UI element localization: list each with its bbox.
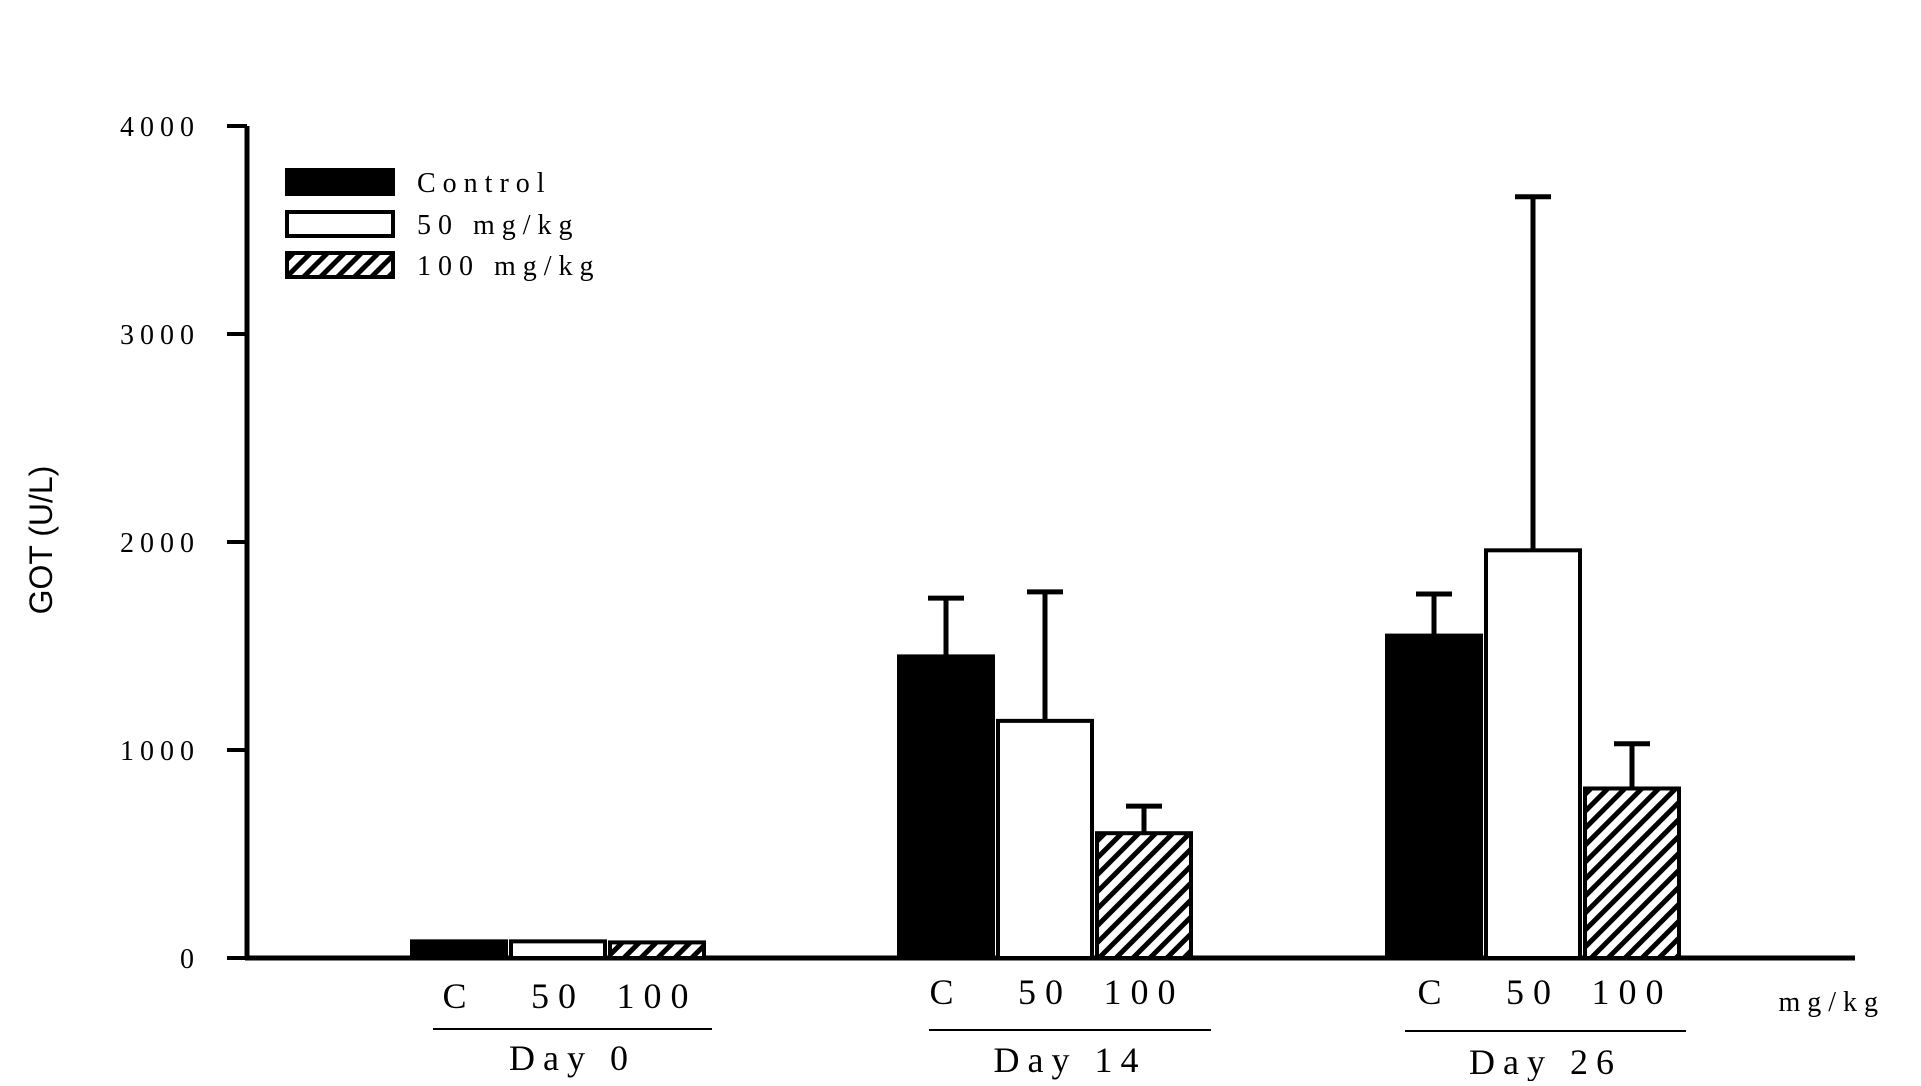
legend-label: 100 mg/kg [417, 251, 601, 282]
y-tick-label: 3000 [120, 320, 200, 351]
bar-day-0-100-mg-kg [608, 940, 706, 961]
category-label: 100 [1592, 972, 1673, 1012]
x-unit-label: mg/kg [1778, 987, 1885, 1018]
bar-day-0-control [410, 939, 508, 960]
category-label: 50 [1506, 972, 1560, 1012]
legend-swatch [285, 210, 395, 238]
bar-day-0-50-mg-kg [509, 939, 607, 960]
group-label: Day 14 [994, 1040, 1147, 1080]
bar-day-26-50-mg-kg [1484, 548, 1582, 960]
category-label: 50 [1018, 972, 1072, 1012]
category-label: C [1417, 972, 1450, 1012]
legend-swatch [285, 168, 395, 196]
y-tick-label: 0 [180, 944, 200, 975]
y-tick-label: 2000 [120, 528, 200, 559]
bar-day-14-control [897, 654, 995, 961]
category-label: C [929, 972, 962, 1012]
category-label: 100 [1104, 972, 1185, 1012]
bar-day-14-100-mg-kg [1095, 831, 1193, 961]
y-tick-label: 4000 [120, 112, 200, 143]
legend-swatch [285, 251, 395, 279]
bar-day-26-100-mg-kg [1583, 786, 1681, 960]
group-label: Day 26 [1469, 1042, 1622, 1081]
category-label: 100 [617, 976, 698, 1016]
bar-day-14-50-mg-kg [996, 718, 1094, 960]
group-label: Day 0 [509, 1038, 636, 1078]
bar-day-26-control [1385, 633, 1483, 960]
y-axis-label: GOT (U/L) [23, 466, 59, 615]
category-label: 50 [531, 976, 585, 1016]
legend-label: Control [417, 168, 552, 199]
category-label: C [442, 976, 475, 1016]
y-tick-label: 1000 [120, 736, 200, 767]
legend-label: 50 mg/kg [417, 210, 580, 241]
